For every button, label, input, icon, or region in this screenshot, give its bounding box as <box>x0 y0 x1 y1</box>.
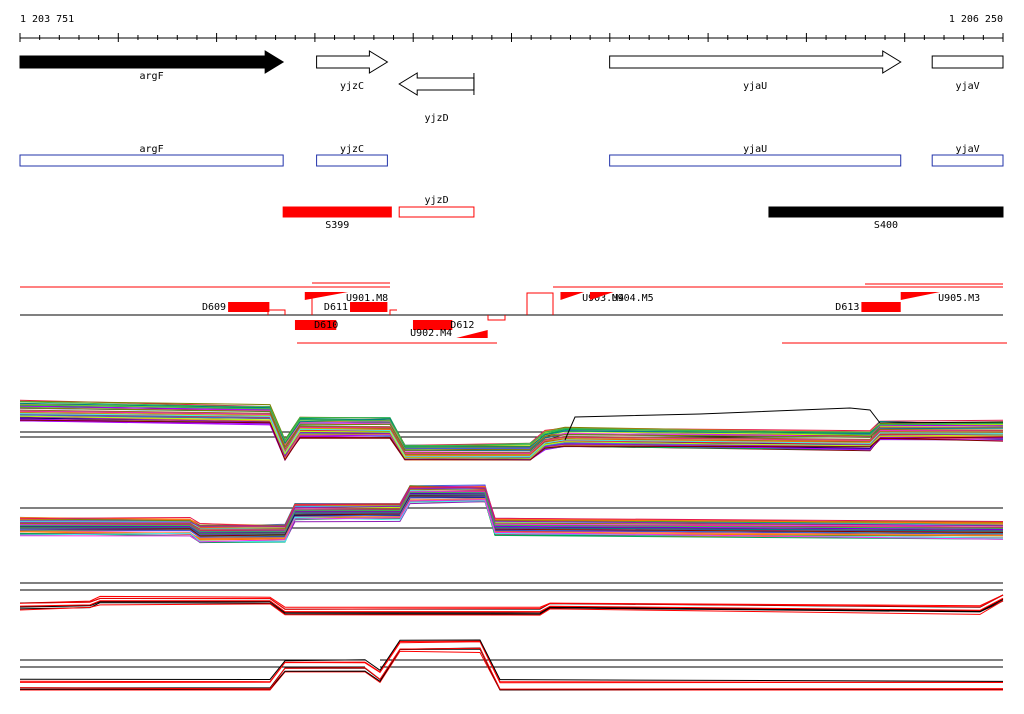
feature-label: U904.M5 <box>612 293 654 304</box>
feature-block <box>228 302 270 312</box>
ruler-end-label: 1 206 250 <box>949 14 1003 25</box>
gene-label: yjzC <box>340 81 364 92</box>
gene-track: argF yjzC yjzD yjaU yjaV <box>19 50 1004 124</box>
feature-track: D609 D611 D610 D612 D613 U901.M8 U902.M4 U903.M… <box>20 282 1007 344</box>
profile-line <box>19 640 1004 683</box>
gene-label: argF <box>140 71 164 82</box>
ruler-ticks <box>19 33 1004 42</box>
profile-line <box>19 648 1004 691</box>
feature-ramp <box>456 330 488 338</box>
gene-arrow <box>398 72 475 96</box>
profile-line <box>19 639 1004 682</box>
profile-line <box>20 650 1003 691</box>
feature-block <box>412 320 453 330</box>
profile-line <box>19 594 1004 608</box>
gene-box <box>609 154 902 167</box>
segment-block <box>398 206 475 218</box>
profile-line <box>19 599 1004 614</box>
profile-line <box>19 600 1004 616</box>
profile-line <box>19 496 1004 538</box>
ruler-start-label: 1 203 751 <box>20 14 74 25</box>
gene-arrow <box>931 55 1004 69</box>
profile-line <box>19 409 1004 454</box>
profile-line <box>19 407 1004 451</box>
profile-line <box>19 419 1004 461</box>
feature-label: D612 <box>450 320 474 331</box>
segment-label: yjzD <box>425 195 449 206</box>
feature-step <box>267 309 286 315</box>
feature-block <box>861 302 901 312</box>
feature-ramp <box>304 292 349 300</box>
gene-box-label: yjzC <box>340 144 364 155</box>
gene-arrow <box>609 50 902 74</box>
profile-line <box>564 407 1004 441</box>
profile-line <box>19 402 1004 448</box>
feature-step <box>389 309 397 315</box>
feature-label: U902.M4 <box>410 328 452 339</box>
profile-line <box>19 647 1004 690</box>
feature-label: D613 <box>835 302 859 313</box>
gene-box-label: yjaV <box>956 144 980 155</box>
profile-line <box>19 597 1004 613</box>
profile-line <box>19 499 1004 543</box>
segment-block <box>768 206 1004 218</box>
gene-box-label: yjaU <box>743 144 767 155</box>
profile-line <box>19 413 1004 457</box>
feature-block <box>350 302 388 312</box>
gene-arrow <box>19 50 285 74</box>
profile-line <box>19 404 1004 447</box>
profile-line <box>19 491 1004 533</box>
segment-track: S399 yjzD S400 <box>282 195 1004 231</box>
feature-label: U905.M3 <box>938 293 980 304</box>
gene-box <box>931 154 1004 167</box>
expression-profiles <box>19 399 1004 691</box>
profile-line <box>19 647 1004 691</box>
profile-line <box>19 415 1004 459</box>
feature-step <box>526 292 554 315</box>
gene-box <box>316 154 388 167</box>
gene-label: yjaU <box>743 81 767 92</box>
position-ruler: 1 203 751 1 206 250 <box>19 14 1004 42</box>
feature-block <box>294 320 337 330</box>
profile-line <box>19 487 1004 527</box>
profile-line <box>19 488 1004 530</box>
feature-ramp <box>560 292 585 300</box>
gene-box <box>19 154 284 167</box>
gene-arrow <box>316 50 389 74</box>
gene-box-track: argF yjzC yjaU yjaV <box>19 144 1004 167</box>
profile-line <box>19 600 1004 615</box>
feature-ramp <box>589 292 614 300</box>
feature-label: U903.M4 <box>582 293 624 304</box>
gene-label: yjzD <box>425 113 449 124</box>
segment-label: S400 <box>874 220 898 231</box>
feature-ramp <box>900 292 941 300</box>
gene-label: yjaV <box>956 81 980 92</box>
feature-label: D610 <box>314 320 338 331</box>
feature-step <box>487 315 506 321</box>
profile-line <box>19 641 1004 684</box>
feature-label: U901.M8 <box>346 293 388 304</box>
gene-box-label: argF <box>140 144 164 155</box>
profile-line <box>19 594 1004 610</box>
feature-label: D611 <box>324 302 348 313</box>
segment-label: S399 <box>325 220 349 231</box>
segment-block <box>282 206 392 218</box>
feature-label: D609 <box>202 302 226 313</box>
